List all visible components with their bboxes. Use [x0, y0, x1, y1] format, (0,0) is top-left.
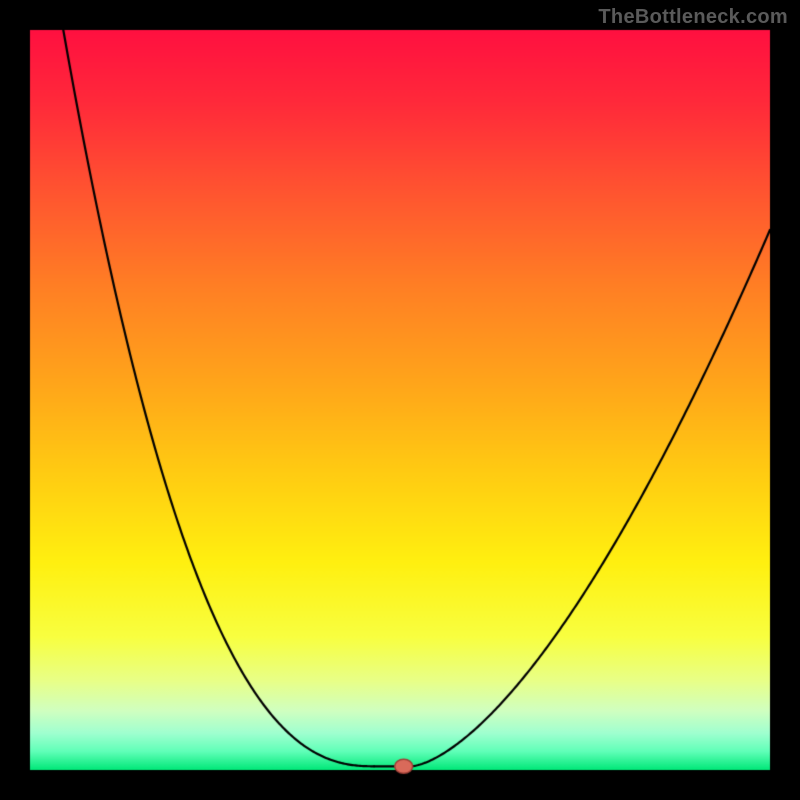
chart-container: { "watermark": { "text": "TheBottleneck.…	[0, 0, 800, 800]
bottleneck-curve-chart	[0, 0, 800, 800]
watermark-text: TheBottleneck.com	[598, 6, 788, 29]
